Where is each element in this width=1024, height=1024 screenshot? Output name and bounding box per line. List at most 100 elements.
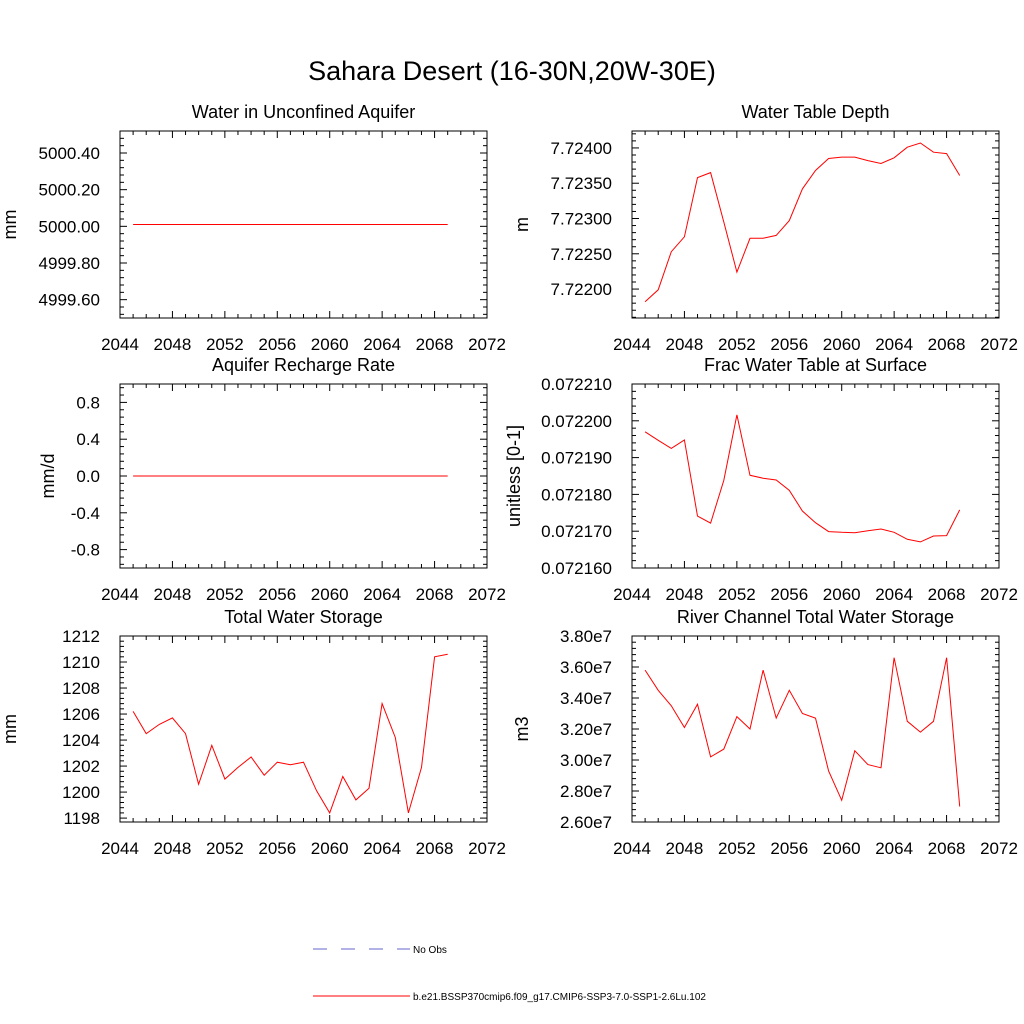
panel-title: Water Table Depth [741,102,889,122]
x-tick-label: 2044 [613,839,651,858]
y-tick-label: 1206 [62,705,100,724]
panel-title: Frac Water Table at Surface [704,355,927,375]
x-tick-label: 2060 [311,335,349,354]
y-tick-label: 0.0 [76,467,100,486]
y-tick-label: 7.72250 [551,245,612,264]
x-tick-label: 2052 [206,335,244,354]
plot-frame [631,635,1000,823]
panel-title: Water in Unconfined Aquifer [192,102,415,122]
y-axis-label: m3 [512,716,532,741]
y-tick-label: -0.4 [71,504,100,523]
y-tick-label: 3.60e7 [560,658,612,677]
y-tick-label: 7.72200 [551,280,612,299]
y-tick-label: 0.072210 [541,375,612,394]
x-tick-label: 2048 [666,839,704,858]
x-tick-label: 2048 [154,839,192,858]
y-tick-label: 4999.60 [39,291,100,310]
x-tick-label: 2052 [718,839,756,858]
x-tick-label: 2068 [928,839,966,858]
legend-label-no-obs: No Obs [413,945,447,956]
x-tick-label: 2060 [823,839,861,858]
x-tick-label: 2064 [875,585,913,604]
y-tick-label: 5000.20 [39,181,100,200]
panel-water-table-depth: 2044 2048 2052 2056 2060 2064 2068 2072 7.72400 7… [512,102,1018,354]
series-line [644,657,961,807]
panel-title: River Channel Total Water Storage [677,607,954,627]
legend: No Obs b.e21.BSSP370cmip6.f09_g17.CMIP6-S… [313,945,706,1003]
x-tick-label: 2048 [666,335,704,354]
y-tick-label: 5000.40 [39,144,100,163]
x-tick-label: 2044 [613,335,651,354]
y-tick-label: 1204 [62,731,100,750]
y-tick-label: 0.072190 [541,449,612,468]
y-tick-label: 1202 [62,757,100,776]
panel-total-water-storage: 2044 2048 2052 2056 2060 2064 2068 2072 1212 1210… [0,607,506,858]
x-tick-label: 2056 [770,585,808,604]
y-axis-label: mm/d [38,454,58,499]
x-tick-label: 2056 [770,839,808,858]
y-tick-label: 5000.00 [39,217,100,236]
x-tick-label: 2072 [468,839,506,858]
x-tick-label: 2060 [311,585,349,604]
y-tick-label: 1208 [62,679,100,698]
series-line [644,414,961,543]
x-tick-label: 2056 [770,335,808,354]
x-tick-label: 2064 [875,335,913,354]
panel-title: Aquifer Recharge Rate [212,355,395,375]
y-tick-label: 0.072160 [541,559,612,578]
x-tick-label: 2044 [101,839,139,858]
y-tick-label: 0.072200 [541,412,612,431]
panel-river-channel-total-water-storage: 2044 2048 2052 2056 2060 2064 2068 2072 3.80e7 3.… [512,607,1018,858]
y-tick-label: 7.72400 [551,139,612,158]
figure-title: Sahara Desert (16-30N,20W-30E) [308,56,716,86]
y-tick-label: 2.80e7 [560,782,612,801]
panel-aquifer-recharge-rate: 2044 2048 2052 2056 2060 2064 2068 2072 0.8 0.4 0.… [38,355,506,604]
x-tick-label: 2056 [258,839,296,858]
y-tick-label: 1210 [62,653,100,672]
y-axis-label: mm [0,714,20,744]
x-tick-label: 2060 [311,839,349,858]
x-tick-label: 2052 [718,335,756,354]
y-axis-label: unitless [0-1] [504,425,524,527]
x-tick-label: 2068 [928,335,966,354]
series-line [132,653,448,815]
y-axis-label: mm [0,210,20,240]
y-tick-label: 1198 [63,809,100,828]
y-axis-label: m [512,217,532,232]
plot-frame [119,635,488,823]
plot-frame [631,383,1000,569]
x-tick-label: 2068 [416,839,454,858]
x-tick-label: 2052 [206,585,244,604]
x-tick-label: 2072 [980,839,1018,858]
x-tick-label: 2064 [363,335,401,354]
y-tick-label: 0.4 [76,430,100,449]
x-tick-label: 2072 [980,585,1018,604]
series-line [644,142,961,303]
x-tick-label: 2072 [468,335,506,354]
x-tick-label: 2044 [613,585,651,604]
x-tick-label: 2052 [718,585,756,604]
x-tick-label: 2044 [101,335,139,354]
y-tick-label: 0.072180 [541,485,612,504]
x-tick-label: 2044 [101,585,139,604]
x-tick-label: 2064 [875,839,913,858]
x-tick-label: 2048 [154,585,192,604]
x-tick-label: 2068 [416,585,454,604]
x-tick-label: 2072 [980,335,1018,354]
x-tick-label: 2048 [666,585,704,604]
x-tick-label: 2072 [468,585,506,604]
legend-label-model: b.e21.BSSP370cmip6.f09_g17.CMIP6-SSP3-7.… [413,992,706,1003]
y-tick-label: 3.20e7 [560,720,612,739]
y-tick-label: 3.40e7 [560,689,612,708]
y-tick-label: 7.72350 [551,174,612,193]
y-tick-label: 7.72300 [551,210,612,229]
x-tick-label: 2056 [258,335,296,354]
y-tick-label: 1212 [62,627,100,646]
x-tick-label: 2060 [823,335,861,354]
x-tick-label: 2052 [206,839,244,858]
y-tick-label: 2.60e7 [560,813,612,832]
y-tick-label: -0.8 [71,541,100,560]
x-tick-label: 2060 [823,585,861,604]
y-tick-label: 3.80e7 [560,627,612,646]
